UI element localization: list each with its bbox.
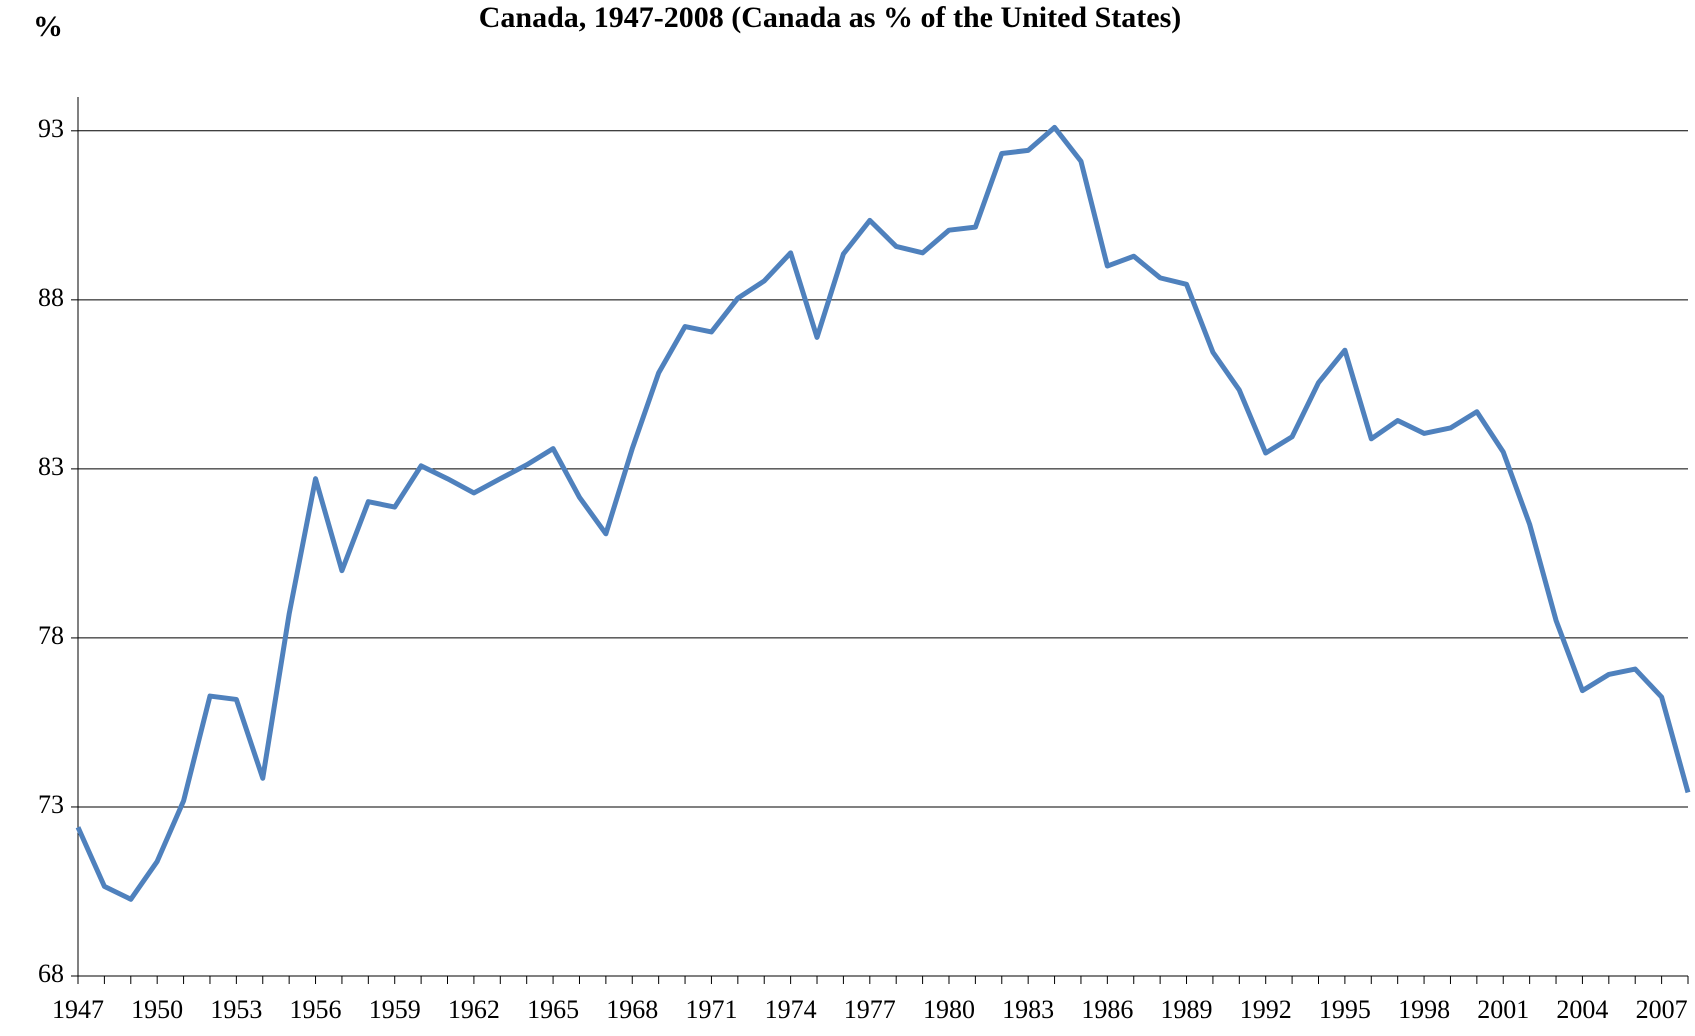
x-tick-label: 1980 bbox=[923, 995, 975, 1024]
y-tick-label: 93 bbox=[38, 114, 64, 143]
x-tick-label: 1971 bbox=[685, 995, 737, 1024]
x-tick-label: 1959 bbox=[369, 995, 421, 1024]
x-tick-label: 1965 bbox=[527, 995, 579, 1024]
x-tick-label: 1998 bbox=[1398, 995, 1450, 1024]
x-tick-label: 1977 bbox=[844, 995, 896, 1024]
y-axis-label: % bbox=[33, 10, 63, 43]
x-tick-label: 2001 bbox=[1477, 995, 1529, 1024]
x-tick-label: 1968 bbox=[606, 995, 658, 1024]
x-tick-label: 1986 bbox=[1081, 995, 1133, 1024]
x-tick-label: 1947 bbox=[52, 995, 104, 1024]
x-tick-label: 1992 bbox=[1240, 995, 1292, 1024]
x-tick-label: 1953 bbox=[210, 995, 262, 1024]
x-tick-label: 1989 bbox=[1161, 995, 1213, 1024]
x-tick-label: 1950 bbox=[131, 995, 183, 1024]
y-tick-label: 68 bbox=[38, 959, 64, 988]
y-tick-label: 88 bbox=[38, 283, 64, 312]
y-tick-label: 78 bbox=[38, 621, 64, 650]
x-tick-label: 2007 bbox=[1636, 995, 1688, 1024]
x-tick-label: 1995 bbox=[1319, 995, 1371, 1024]
data-line bbox=[75, 124, 1691, 902]
x-tick-label: 1974 bbox=[765, 995, 817, 1024]
x-tick-label: 1962 bbox=[448, 995, 500, 1024]
chart-title: Canada, 1947-2008 (Canada as % of the Un… bbox=[479, 1, 1182, 34]
x-tick-label: 2004 bbox=[1556, 995, 1608, 1024]
x-tick-label: 1983 bbox=[1002, 995, 1054, 1024]
y-tick-label: 73 bbox=[38, 790, 64, 819]
y-tick-label: 83 bbox=[38, 452, 64, 481]
x-tick-label: 1956 bbox=[290, 995, 342, 1024]
